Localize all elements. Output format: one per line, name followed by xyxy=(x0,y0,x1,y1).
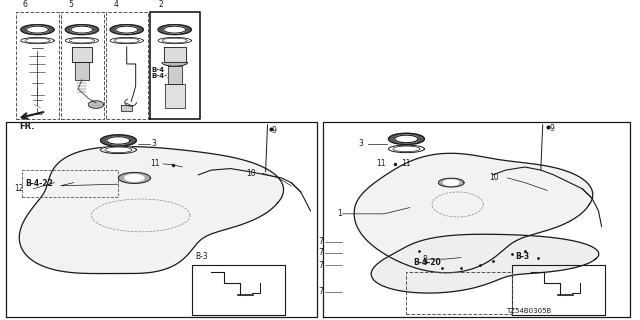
Text: B-4-20: B-4-20 xyxy=(413,258,440,267)
Polygon shape xyxy=(72,47,92,62)
Polygon shape xyxy=(19,147,284,274)
Polygon shape xyxy=(110,37,143,44)
Polygon shape xyxy=(162,62,188,66)
Text: 10: 10 xyxy=(246,169,256,178)
Text: FR.: FR. xyxy=(19,122,35,131)
Text: 5: 5 xyxy=(68,0,74,9)
Polygon shape xyxy=(395,135,418,143)
Text: 12: 12 xyxy=(14,184,24,193)
Text: B-4-22: B-4-22 xyxy=(26,179,53,188)
Text: TZ54B0305B: TZ54B0305B xyxy=(506,308,551,314)
Polygon shape xyxy=(168,66,182,84)
Polygon shape xyxy=(158,37,191,44)
Text: 3: 3 xyxy=(358,139,364,148)
Polygon shape xyxy=(164,26,186,33)
Text: B-3: B-3 xyxy=(515,252,529,261)
Polygon shape xyxy=(371,234,599,293)
Text: 1: 1 xyxy=(337,209,342,218)
Text: B-4: B-4 xyxy=(152,67,165,73)
Text: 7: 7 xyxy=(319,261,324,270)
Text: 11: 11 xyxy=(150,159,160,168)
Text: B-4-2: B-4-2 xyxy=(152,73,172,79)
Polygon shape xyxy=(27,26,49,33)
Polygon shape xyxy=(354,153,593,273)
Polygon shape xyxy=(21,25,54,35)
Text: 2: 2 xyxy=(158,0,163,9)
Polygon shape xyxy=(165,84,185,108)
Text: 11: 11 xyxy=(401,159,411,168)
Text: 4: 4 xyxy=(113,0,118,9)
Polygon shape xyxy=(118,172,150,183)
Polygon shape xyxy=(125,175,144,181)
Text: 7: 7 xyxy=(319,237,324,246)
Polygon shape xyxy=(75,62,89,80)
Polygon shape xyxy=(65,25,99,35)
Text: 7: 7 xyxy=(319,287,324,296)
Text: 10: 10 xyxy=(490,173,499,182)
Polygon shape xyxy=(88,101,104,108)
Polygon shape xyxy=(21,37,54,44)
Polygon shape xyxy=(65,37,99,44)
Polygon shape xyxy=(100,135,136,146)
Polygon shape xyxy=(438,178,464,187)
Text: 3: 3 xyxy=(152,139,157,148)
Polygon shape xyxy=(388,133,424,145)
Text: 6: 6 xyxy=(22,0,28,9)
Polygon shape xyxy=(100,146,136,154)
Polygon shape xyxy=(444,180,459,185)
Polygon shape xyxy=(71,26,93,33)
Text: 9: 9 xyxy=(272,126,277,135)
Polygon shape xyxy=(121,105,132,111)
Text: 9: 9 xyxy=(549,124,554,133)
Polygon shape xyxy=(388,145,424,153)
Polygon shape xyxy=(107,137,130,144)
Text: 11: 11 xyxy=(376,159,386,168)
Text: B-3: B-3 xyxy=(195,252,208,261)
Polygon shape xyxy=(110,25,143,35)
Text: 8: 8 xyxy=(422,255,427,264)
Polygon shape xyxy=(164,47,186,62)
Polygon shape xyxy=(116,26,138,33)
Text: 7: 7 xyxy=(319,248,324,257)
Polygon shape xyxy=(158,25,191,35)
